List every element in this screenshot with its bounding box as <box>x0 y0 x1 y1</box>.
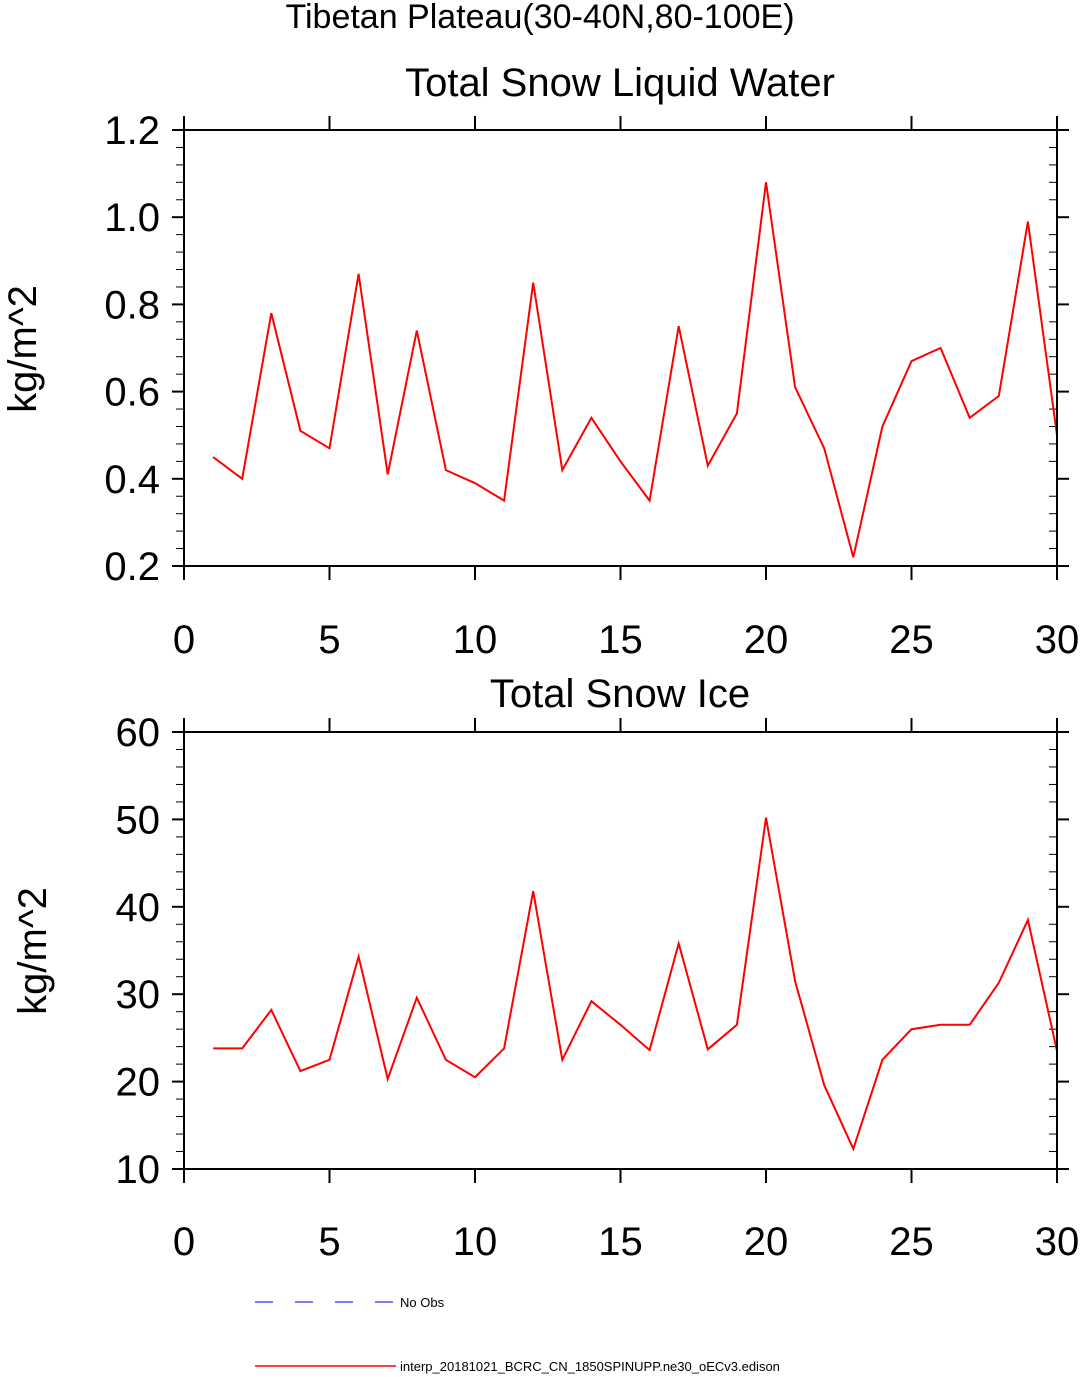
y-tick-label: 30 <box>116 973 161 1017</box>
y-axis-label-group: kg/m^2 <box>1 285 45 413</box>
chart-panel-snow-ice: Total Snow Ice kg/m^2 0 5 10 15 20 25 30 10 20 30… <box>11 672 1079 1264</box>
legend-label: interp_20181021_BCRC_CN_1850SPINUPP.ne30… <box>400 1359 780 1374</box>
series-group <box>212 182 1058 558</box>
chart-panel-liquid-water: Total Snow Liquid Water kg/m^2 0 5 10 15 20 2… <box>1 61 1079 662</box>
y-tick-label: 10 <box>116 1148 161 1192</box>
tick-labels: 0 5 10 15 20 25 30 0.2 0.4 0.6 0.8 1.0 1.2 <box>104 109 1079 662</box>
series-line <box>212 182 1058 558</box>
chart-title: Total Snow Liquid Water <box>405 61 835 105</box>
x-tick-label: 20 <box>744 1220 789 1264</box>
legend-label: No Obs <box>400 1295 445 1310</box>
x-tick-label: 10 <box>453 618 498 662</box>
y-tick-label: 1.2 <box>104 109 160 153</box>
y-tick-label: 60 <box>116 711 161 755</box>
chart-title: Total Snow Ice <box>490 672 750 716</box>
legend-item-no-obs: No Obs <box>255 1295 445 1310</box>
y-tick-label: 0.2 <box>104 545 160 589</box>
x-tick-label: 25 <box>889 1220 934 1264</box>
x-tick-label: 0 <box>173 1220 195 1264</box>
x-tick-label: 10 <box>453 1220 498 1264</box>
axis-ticks <box>172 718 1069 1183</box>
x-tick-label: 5 <box>318 618 340 662</box>
y-tick-label: 0.8 <box>104 283 160 327</box>
x-tick-label: 20 <box>744 618 789 662</box>
y-axis-label-group: kg/m^2 <box>11 887 55 1015</box>
x-tick-label: 15 <box>598 1220 643 1264</box>
plot-frame <box>183 129 1058 567</box>
legend-item-model-run: interp_20181021_BCRC_CN_1850SPINUPP.ne30… <box>255 1359 780 1374</box>
x-tick-label: 25 <box>889 618 934 662</box>
x-tick-label: 5 <box>318 1220 340 1264</box>
y-tick-label: 50 <box>116 798 161 842</box>
y-tick-label: 0.6 <box>104 371 160 415</box>
y-tick-label: 20 <box>116 1061 161 1105</box>
y-tick-label: 1.0 <box>104 196 160 240</box>
tick-labels: 0 5 10 15 20 25 30 10 20 30 40 50 60 <box>116 711 1080 1264</box>
series-group <box>213 817 1058 1152</box>
legend: No Obs interp_20181021_BCRC_CN_1850SPINU… <box>255 1295 780 1374</box>
y-tick-label: 40 <box>116 886 161 930</box>
figure-main-title: Tibetan Plateau(30-40N,80-100E) <box>285 0 794 36</box>
x-tick-label: 15 <box>598 618 643 662</box>
series-line <box>213 817 1058 1152</box>
x-tick-label: 0 <box>173 618 195 662</box>
axis-ticks <box>172 116 1069 580</box>
y-axis-label: kg/m^2 <box>1 285 45 413</box>
plot-frame <box>183 731 1058 1170</box>
x-tick-label: 30 <box>1035 618 1080 662</box>
y-axis-label: kg/m^2 <box>11 887 55 1015</box>
y-tick-label: 0.4 <box>104 458 160 502</box>
x-tick-label: 30 <box>1035 1220 1080 1264</box>
